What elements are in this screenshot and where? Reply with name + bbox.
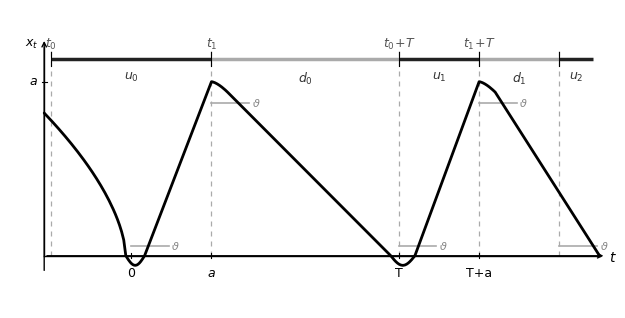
Text: a: a <box>208 267 215 280</box>
Text: $u_1$: $u_1$ <box>432 71 446 84</box>
Text: $u_0$: $u_0$ <box>124 71 139 84</box>
Text: $a$: $a$ <box>29 75 38 88</box>
Text: $d_0$: $d_0$ <box>298 71 312 87</box>
Text: T+a: T+a <box>466 267 492 280</box>
Text: $\vartheta$: $\vartheta$ <box>252 97 260 108</box>
Text: $t_0\!+\!T$: $t_0\!+\!T$ <box>382 37 415 52</box>
Text: $t_0$: $t_0$ <box>45 37 57 52</box>
Text: $t$: $t$ <box>609 251 617 265</box>
Text: T: T <box>395 267 402 280</box>
Text: $\vartheta$: $\vartheta$ <box>439 240 448 252</box>
Text: $\vartheta$: $\vartheta$ <box>599 240 608 252</box>
Text: $t_1$: $t_1$ <box>206 37 217 52</box>
Text: $t_1\!+\!T$: $t_1\!+\!T$ <box>463 37 496 52</box>
Text: 0: 0 <box>127 267 135 280</box>
Text: $\vartheta$: $\vartheta$ <box>519 97 528 108</box>
Text: $d_1$: $d_1$ <box>512 71 527 87</box>
Text: $\vartheta$: $\vartheta$ <box>171 240 180 252</box>
Text: $u_2$: $u_2$ <box>569 71 583 84</box>
Text: $x_t$: $x_t$ <box>26 38 39 51</box>
